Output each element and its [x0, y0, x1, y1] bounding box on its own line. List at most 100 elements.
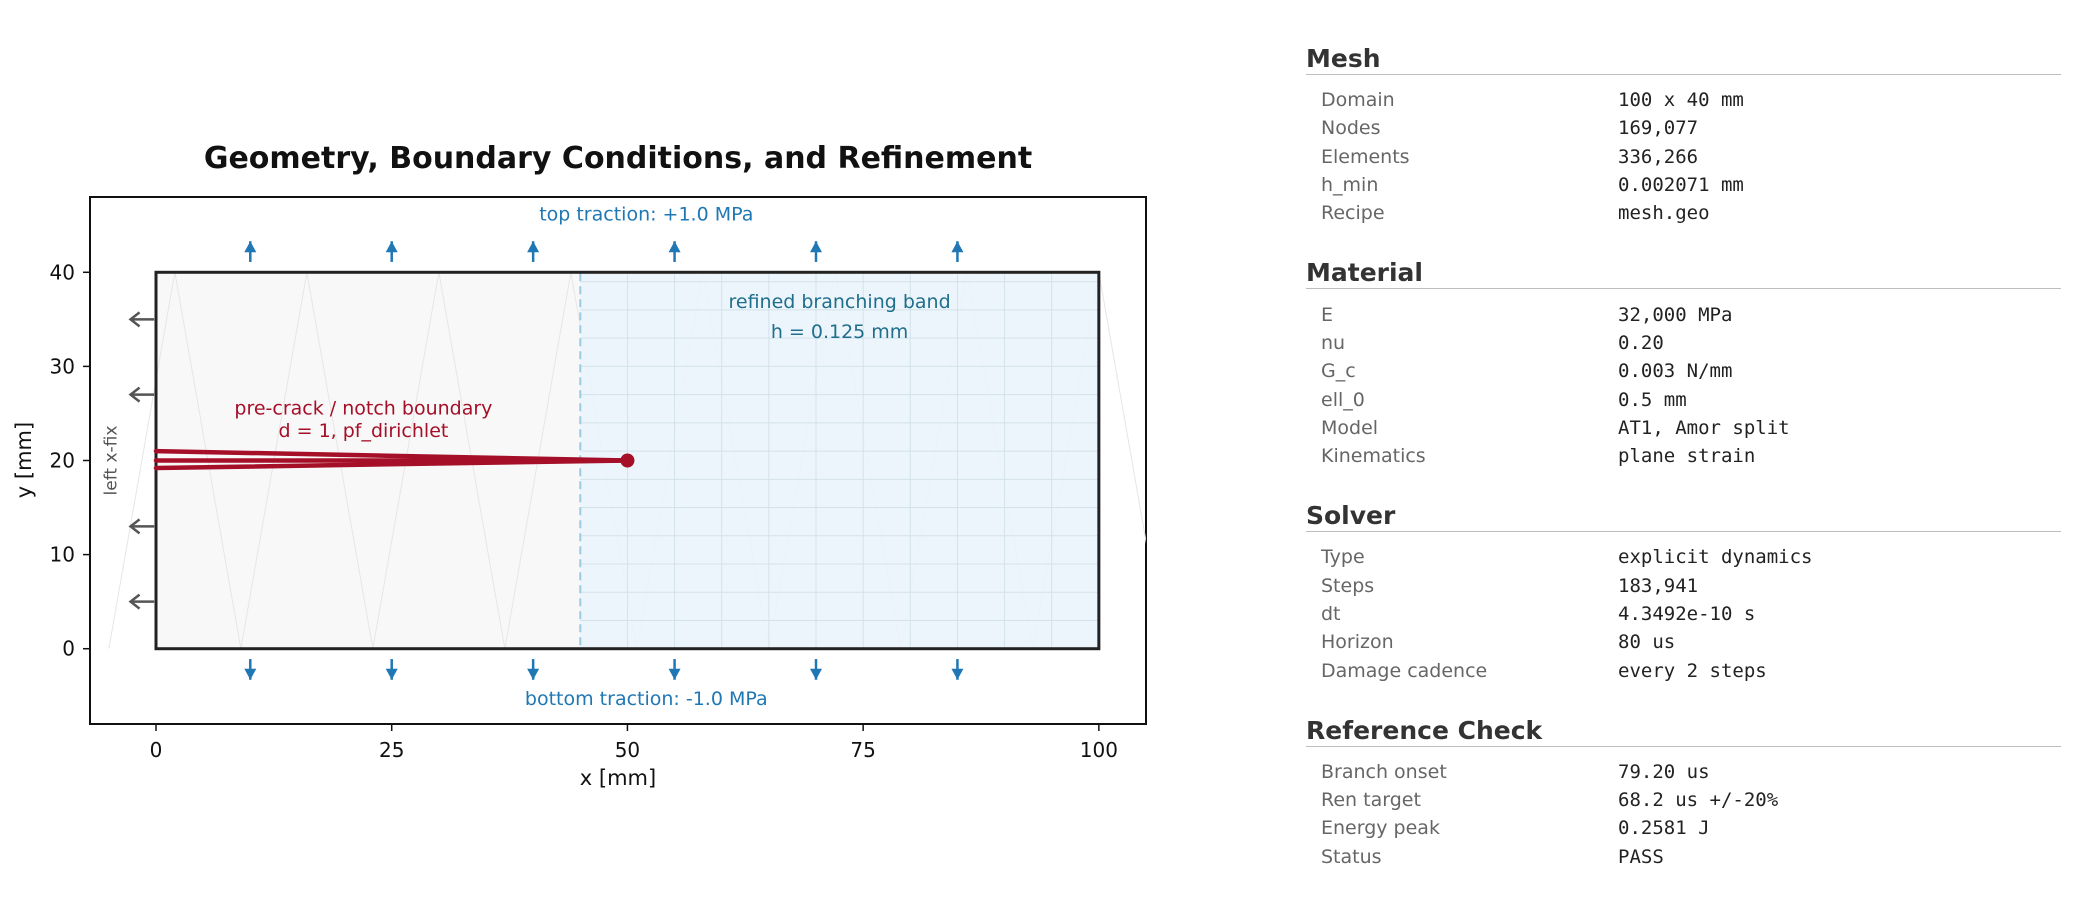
info-row-value: every 2 steps [1618, 659, 1767, 682]
section-title: Material [1306, 258, 2061, 290]
info-row-value: 183,941 [1618, 574, 1699, 597]
info-row-label: dt [1321, 603, 1341, 625]
x-tick-label: 100 [1080, 738, 1118, 762]
bottom-traction-arrow-head [244, 668, 257, 680]
bottom-traction-arrow-head [668, 668, 681, 680]
info-row-value: mesh.geo [1618, 202, 1710, 225]
crack-line [153, 458, 630, 471]
bottom-traction-arrow [244, 659, 257, 680]
bottom-traction-arrow [951, 659, 964, 680]
info-row-value: explicit dynamics [1618, 546, 1813, 569]
left-fix-arrow-head [128, 518, 141, 535]
top-traction-label: top traction: +1.0 MPa [539, 204, 753, 226]
band-label-line1: refined branching band [728, 291, 950, 313]
left-fix-arrow [128, 386, 155, 403]
panel-section: Reference Check Branch onset 79.20 us Ren t… [1306, 716, 2061, 871]
panel-section: Solver Type explicit dynamics Steps 183,941 d… [1306, 501, 2061, 684]
info-row: Ren target 68.2 us +/-20% [1306, 786, 2061, 814]
y-tick-label: 0 [62, 637, 75, 661]
bottom-traction-arrow [527, 659, 540, 680]
info-row-label: Steps [1321, 574, 1375, 597]
info-row-value: 68.2 us +/-20% [1618, 789, 1779, 812]
left-fix-arrow [128, 311, 155, 328]
top-traction-arrow [527, 241, 540, 262]
top-traction-arrow [668, 241, 681, 262]
info-row: Kinematics plane strain [1306, 442, 2061, 470]
band-label-line2: h = 0.125 mm [771, 321, 909, 343]
top-traction-arrow-head [810, 241, 822, 253]
info-row-value: 169,077 [1618, 117, 1699, 140]
info-row-value: 32,000 MPa [1618, 303, 1733, 326]
bottom-traction-arrow [385, 659, 398, 680]
y-axis-label: y [mm] [12, 422, 36, 498]
info-row-value: 0.20 [1618, 331, 1664, 354]
info-row-label: Horizon [1321, 631, 1394, 654]
y-tick-label: 40 [50, 260, 75, 284]
left-fix-arrow-head [128, 311, 141, 328]
panel-section: Mesh Domain 100 x 40 mm Nodes 169,077 Element… [1306, 44, 2061, 227]
info-row: ell_0 0.5 mm [1306, 385, 2061, 413]
mesh-line [1165, 272, 1200, 648]
bottom-traction-arrow-head [951, 668, 964, 680]
top-traction-arrow-head [244, 241, 257, 253]
band-grid [580, 272, 1099, 649]
chart-title: Geometry, Boundary Conditions, and Refin… [204, 141, 1032, 176]
bottom-traction-arrow [810, 659, 822, 680]
info-row-label: Elements [1321, 145, 1410, 168]
info-row: Horizon 80 us [1306, 628, 2061, 656]
left-fix-arrow-head [128, 386, 141, 403]
crack-label-line2: d = 1, pf_dirichlet [279, 420, 449, 442]
top-traction-arrow-head [951, 241, 964, 253]
info-row: G_c 0.003 N/mm [1306, 357, 2061, 385]
crack-tip [620, 453, 635, 468]
info-row-label: Type [1321, 546, 1365, 569]
info-row-value: 0.003 N/mm [1618, 360, 1733, 383]
info-panel: Mesh Domain 100 x 40 mm Nodes 169,077 Element… [1306, 44, 2061, 902]
top-traction-arrow [951, 241, 964, 262]
info-row-label: Kinematics [1321, 445, 1426, 468]
info-row: Branch onset 79.20 us [1306, 758, 2061, 786]
bottom-traction-arrow-head [527, 668, 540, 680]
x-tick-label: 75 [850, 738, 875, 762]
section-title: Mesh [1306, 44, 2061, 75]
info-row: Status PASS [1306, 843, 2061, 871]
info-row: Steps 183,941 [1306, 572, 2061, 600]
info-row-label: Ren target [1321, 789, 1421, 812]
info-row-value: 80 us [1618, 631, 1676, 654]
info-row-label: Domain [1321, 89, 1395, 112]
top-traction-arrow-head [527, 241, 540, 253]
bottom-traction-arrow-head [385, 668, 398, 680]
info-row-value: 0.002071 mm [1618, 174, 1744, 197]
info-row: Damage cadence every 2 steps [1306, 656, 2061, 684]
info-row-value: 4.3492e-10 s [1618, 603, 1756, 625]
info-row: Nodes 169,077 [1306, 114, 2061, 142]
bottom-traction-arrow-head [810, 668, 822, 680]
panel-section: Material E 32,000 MPa nu 0.20 G_c 0.003 N/mm el… [1306, 258, 2061, 470]
top-traction-arrow [810, 241, 822, 262]
left-fix-label: left x-fix [101, 426, 121, 496]
y-tick-label: 30 [50, 354, 75, 378]
left-fix-arrow [128, 593, 155, 610]
info-row: Recipe mesh.geo [1306, 199, 2061, 227]
info-row: E 32,000 MPa [1306, 300, 2061, 328]
info-row-label: Recipe [1321, 202, 1385, 225]
info-row-value: 0.2581 J [1618, 817, 1710, 840]
info-row-label: G_c [1321, 360, 1356, 383]
geometry-diagram: Geometry, Boundary Conditions, and Refin… [12, 141, 1200, 790]
y-tick-label: 20 [50, 449, 75, 473]
info-row-value: plane strain [1618, 445, 1756, 468]
top-traction-arrow [385, 241, 398, 262]
info-row-value: 0.5 mm [1618, 388, 1687, 411]
x-axis-label: x [mm] [580, 766, 656, 790]
section-title: Reference Check [1306, 716, 2061, 747]
info-row: h_min 0.002071 mm [1306, 171, 2061, 199]
top-traction-arrow-head [385, 241, 398, 253]
info-row: dt 4.3492e-10 s [1306, 600, 2061, 628]
info-row-label: Damage cadence [1321, 659, 1488, 682]
info-row-label: Branch onset [1321, 760, 1447, 783]
left-fix-arrow [128, 518, 155, 535]
section-title: Solver [1306, 501, 2061, 533]
left-fix-arrow-head [128, 593, 141, 610]
info-row-label: Energy peak [1321, 817, 1440, 840]
info-row: Elements 336,266 [1306, 143, 2061, 171]
